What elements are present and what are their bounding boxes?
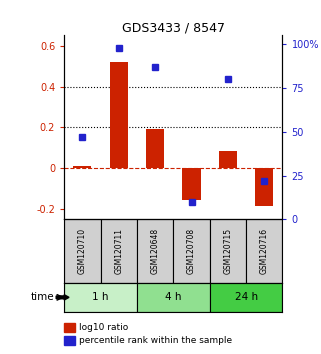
Bar bbox=[182, 169, 201, 200]
Bar bbox=[64, 219, 100, 283]
Text: log10 ratio: log10 ratio bbox=[79, 323, 128, 332]
Text: GSM120648: GSM120648 bbox=[151, 228, 160, 274]
Bar bbox=[246, 219, 282, 283]
Text: 1 h: 1 h bbox=[92, 292, 109, 302]
Text: time: time bbox=[31, 292, 55, 302]
Text: GSM120708: GSM120708 bbox=[187, 228, 196, 274]
Bar bbox=[137, 219, 173, 283]
Bar bbox=[146, 130, 164, 169]
Text: GSM120710: GSM120710 bbox=[78, 228, 87, 274]
Bar bbox=[255, 169, 273, 206]
Bar bbox=[100, 219, 137, 283]
Text: GSM120711: GSM120711 bbox=[114, 228, 123, 274]
Bar bbox=[110, 62, 128, 169]
Bar bbox=[64, 283, 137, 312]
Bar bbox=[210, 283, 282, 312]
Bar bbox=[73, 166, 91, 169]
Bar bbox=[137, 283, 210, 312]
Bar bbox=[210, 219, 246, 283]
Text: 4 h: 4 h bbox=[165, 292, 182, 302]
Text: GSM120716: GSM120716 bbox=[260, 228, 269, 274]
Text: GSM120715: GSM120715 bbox=[223, 228, 232, 274]
Bar bbox=[219, 151, 237, 169]
Title: GDS3433 / 8547: GDS3433 / 8547 bbox=[122, 21, 225, 34]
Bar bbox=[173, 219, 210, 283]
Text: 24 h: 24 h bbox=[235, 292, 258, 302]
Text: percentile rank within the sample: percentile rank within the sample bbox=[79, 336, 232, 345]
